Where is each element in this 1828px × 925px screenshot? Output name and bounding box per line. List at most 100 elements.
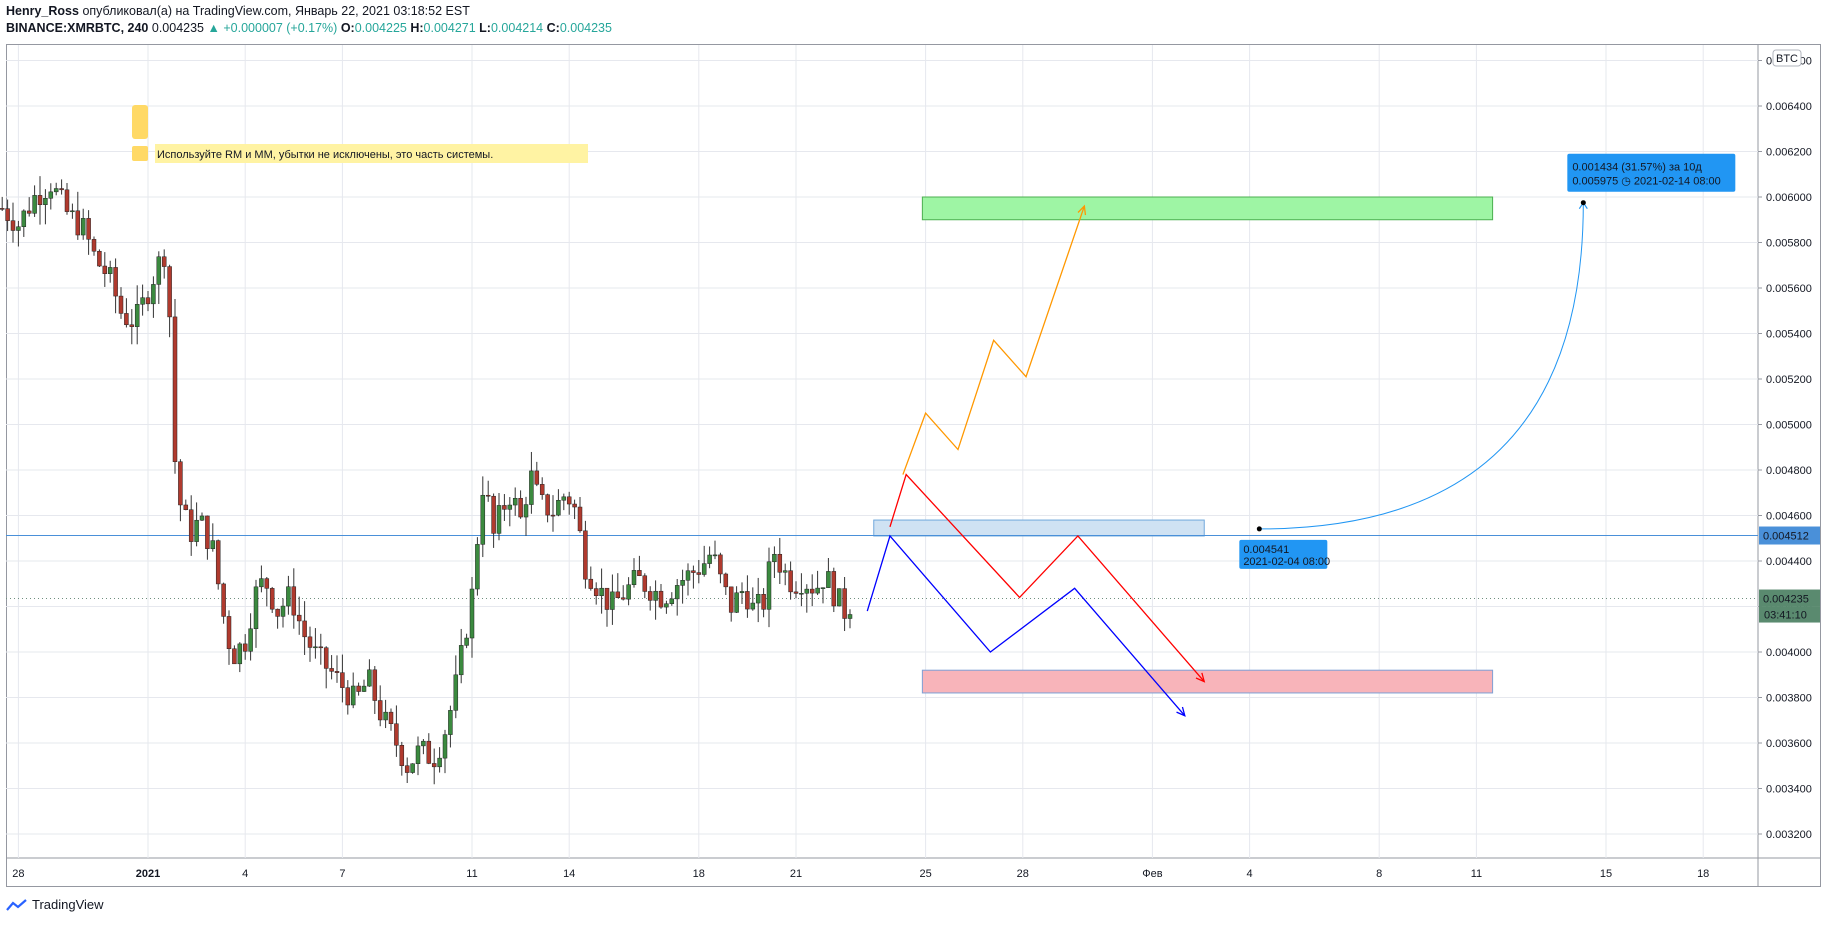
currency-badge[interactable] <box>1772 49 1802 67</box>
candle[interactable] <box>734 592 739 613</box>
candle[interactable] <box>161 256 167 267</box>
candle[interactable] <box>167 266 172 318</box>
candle[interactable] <box>302 620 307 638</box>
candle[interactable] <box>669 598 675 604</box>
candle[interactable] <box>507 504 513 510</box>
candle[interactable] <box>199 515 205 521</box>
candle[interactable] <box>140 297 145 305</box>
candle[interactable] <box>129 324 135 327</box>
candle[interactable] <box>556 499 561 516</box>
candle[interactable] <box>37 195 43 205</box>
candle[interactable] <box>642 575 648 592</box>
author-name[interactable]: Henry_Ross <box>6 4 79 18</box>
candle[interactable] <box>545 494 550 516</box>
candle[interactable] <box>86 218 91 240</box>
candle[interactable] <box>469 588 475 639</box>
candle[interactable] <box>426 740 432 764</box>
candle[interactable] <box>842 588 847 619</box>
candle[interactable] <box>70 210 75 213</box>
candle[interactable] <box>550 514 556 517</box>
candle[interactable] <box>107 267 113 274</box>
candle[interactable] <box>739 591 745 594</box>
candle[interactable] <box>826 571 831 588</box>
zone-stop[interactable] <box>921 669 1494 694</box>
candle[interactable] <box>156 256 162 285</box>
candle[interactable] <box>286 586 291 607</box>
zone-target[interactable] <box>921 196 1494 221</box>
candle[interactable] <box>102 265 108 274</box>
candle[interactable] <box>836 588 842 607</box>
candle[interactable] <box>793 591 799 594</box>
candle[interactable] <box>680 580 685 586</box>
candle[interactable] <box>118 295 124 314</box>
candle[interactable] <box>16 226 21 231</box>
candle[interactable] <box>820 587 826 589</box>
note-marker-icon[interactable] <box>132 105 148 139</box>
candle[interactable] <box>674 585 680 600</box>
candle[interactable] <box>210 540 216 549</box>
candle[interactable] <box>59 188 64 191</box>
candle[interactable] <box>745 591 750 610</box>
candle[interactable] <box>296 614 302 622</box>
candle[interactable] <box>723 573 729 588</box>
candle[interactable] <box>788 570 793 593</box>
candle[interactable] <box>377 700 383 721</box>
candle[interactable] <box>583 530 588 580</box>
candle[interactable] <box>696 572 702 575</box>
candle[interactable] <box>539 484 545 495</box>
candle[interactable] <box>91 239 97 252</box>
candle[interactable] <box>172 316 178 462</box>
candle[interactable] <box>80 218 86 236</box>
candle[interactable] <box>345 687 351 706</box>
candle[interactable] <box>847 614 853 619</box>
candle[interactable] <box>653 590 658 601</box>
candle[interactable] <box>313 646 318 649</box>
candle[interactable] <box>318 646 324 649</box>
candle[interactable] <box>620 597 626 600</box>
candle[interactable] <box>485 494 491 497</box>
candle[interactable] <box>399 745 405 766</box>
candle[interactable] <box>610 591 615 610</box>
candle[interactable] <box>772 553 777 563</box>
candle[interactable] <box>691 570 696 573</box>
candle[interactable] <box>458 645 464 676</box>
candle[interactable] <box>453 674 459 711</box>
measure-end-point[interactable] <box>1580 200 1586 206</box>
candle[interactable] <box>415 745 421 764</box>
candle[interactable] <box>523 504 529 518</box>
candle[interactable] <box>815 587 820 594</box>
candle[interactable] <box>707 554 712 564</box>
candle[interactable] <box>534 470 540 485</box>
candle[interactable] <box>0 208 5 210</box>
candle[interactable] <box>361 685 367 692</box>
candle[interactable] <box>10 220 16 231</box>
measure-start-point[interactable] <box>1256 526 1262 532</box>
candle[interactable] <box>712 554 718 557</box>
candle[interactable] <box>329 668 334 672</box>
candle[interactable] <box>431 763 437 768</box>
candle[interactable] <box>437 757 442 768</box>
candle[interactable] <box>372 669 378 701</box>
candle[interactable] <box>491 495 496 534</box>
candle[interactable] <box>383 711 388 721</box>
candle[interactable] <box>701 563 707 575</box>
candle[interactable] <box>631 570 637 585</box>
candle[interactable] <box>124 313 129 326</box>
candle[interactable] <box>280 605 286 617</box>
candle[interactable] <box>307 636 313 648</box>
candle[interactable] <box>777 553 783 573</box>
candle[interactable] <box>831 571 837 607</box>
candle[interactable] <box>782 570 788 573</box>
candle[interactable] <box>323 647 329 669</box>
candle[interactable] <box>604 587 610 610</box>
candle[interactable] <box>183 504 189 510</box>
projection-line[interactable] <box>889 473 1205 683</box>
candle[interactable] <box>496 505 502 534</box>
candle[interactable] <box>356 685 361 692</box>
candle[interactable] <box>809 588 815 594</box>
candle[interactable] <box>685 570 691 581</box>
candle[interactable] <box>728 586 734 613</box>
candle[interactable] <box>761 594 766 610</box>
candle[interactable] <box>53 188 59 193</box>
candle[interactable] <box>367 669 372 687</box>
